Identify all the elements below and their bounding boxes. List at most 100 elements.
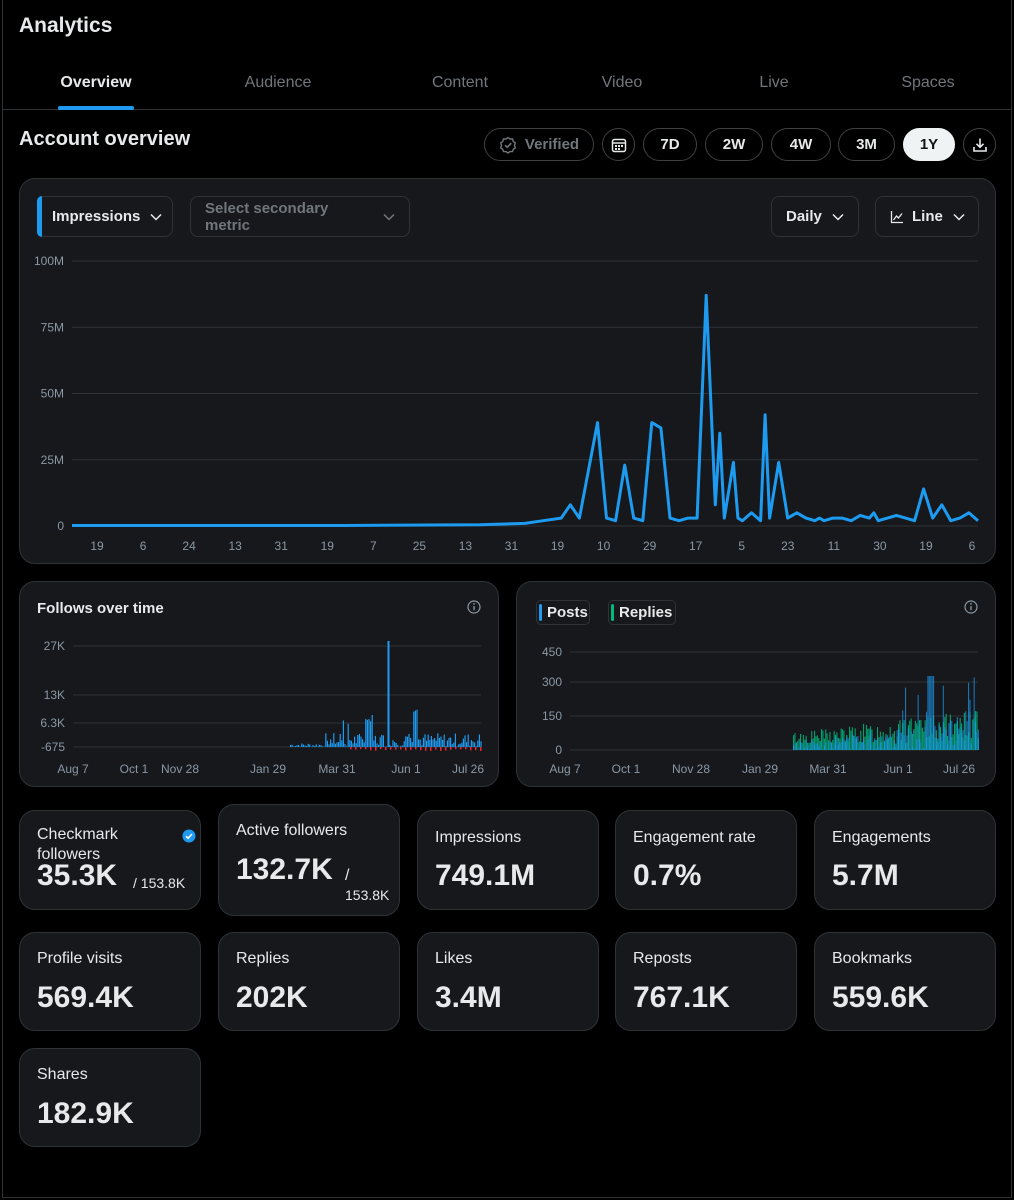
stat-card-likes[interactable]: Likes 3.4M <box>417 932 599 1031</box>
follows-bar <box>462 738 464 747</box>
posts-bar <box>830 742 832 750</box>
stat-label: Profile visits <box>37 950 123 967</box>
posts-bar <box>832 748 834 750</box>
replies-bar <box>920 720 922 750</box>
follows-bar <box>432 739 434 747</box>
follows-bar <box>381 734 383 747</box>
follows-bar <box>322 746 324 747</box>
follows-bar <box>328 744 330 747</box>
verified-badge-icon <box>182 829 196 843</box>
unfollows-bar <box>395 747 397 750</box>
x-tick-label: 19 <box>919 539 933 553</box>
stat-card-shares[interactable]: Shares 182.9K <box>19 1048 201 1147</box>
posts-bar <box>892 746 894 750</box>
follows-bar <box>480 741 482 747</box>
tab-bar: Overview Audience Content Video Live Spa… <box>2 56 1012 110</box>
tab-spaces[interactable]: Spaces <box>888 56 968 110</box>
replies-bar <box>825 729 827 750</box>
tab-video[interactable]: Video <box>588 56 656 110</box>
verified-filter-button[interactable]: Verified <box>484 128 594 161</box>
posts-bar <box>874 738 876 750</box>
replies-bar <box>849 726 851 750</box>
stat-card-active-followers[interactable]: Active followers 132.7K / 153.8K <box>218 804 400 916</box>
legend-posts[interactable]: Posts <box>536 600 590 625</box>
x-tick-label: 10 <box>597 539 611 553</box>
follows-bar <box>336 742 338 747</box>
x-tick-label: 19 <box>90 539 104 553</box>
follows-bar <box>363 742 365 747</box>
replies-bar <box>822 730 824 750</box>
posts-bar <box>835 736 837 750</box>
stat-value: 559.6K <box>832 981 929 1014</box>
replies-bar <box>972 719 974 750</box>
replies-bar <box>802 734 804 750</box>
posts-bar <box>825 742 827 750</box>
primary-metric-dropdown[interactable]: Impressions <box>37 196 173 237</box>
replies-bar <box>809 742 811 750</box>
calendar-icon <box>611 137 627 153</box>
unfollows-bar <box>430 747 432 751</box>
range-3m-button[interactable]: 3M <box>838 128 895 161</box>
stat-card-engagement-rate[interactable]: Engagement rate 0.7% <box>615 810 797 910</box>
follows-bar <box>352 743 354 747</box>
tab-label: Content <box>431 74 489 91</box>
legend-replies[interactable]: Replies <box>608 600 676 625</box>
stat-card-reposts[interactable]: Reposts 767.1K <box>615 932 797 1031</box>
posts-bar <box>951 720 953 750</box>
stat-card-checkmark-followers[interactable]: Checkmark followers 35.3K / 153.8K <box>19 810 201 910</box>
replies-bar <box>912 733 914 750</box>
tab-live[interactable]: Live <box>748 56 800 110</box>
follows-bar <box>330 739 332 747</box>
range-1y-button[interactable]: 1Y <box>903 128 955 161</box>
secondary-metric-dropdown[interactable]: Select secondary metric <box>190 196 410 237</box>
follows-bar <box>427 734 429 747</box>
download-button[interactable] <box>963 128 996 161</box>
posts-bar <box>969 699 971 750</box>
unfollows-bar <box>480 747 482 751</box>
range-2w-button[interactable]: 2W <box>705 128 763 161</box>
follows-bar <box>461 742 463 747</box>
replies-bar <box>875 740 877 750</box>
range-4w-button[interactable]: 4W <box>771 128 831 161</box>
replies-bar <box>828 740 830 750</box>
follows-bar <box>405 736 407 747</box>
chart-style-dropdown[interactable]: Line <box>875 196 979 237</box>
stat-card-engagements[interactable]: Engagements 5.7M <box>814 810 996 910</box>
metric-color-marker <box>37 196 42 237</box>
tab-content[interactable]: Content <box>416 56 504 110</box>
posts-bar <box>798 747 800 750</box>
follows-bar <box>424 734 426 747</box>
tab-overview[interactable]: Overview <box>58 56 134 110</box>
stat-label: Shares <box>37 1066 88 1083</box>
follows-bar <box>379 737 381 747</box>
info-icon[interactable] <box>964 600 978 619</box>
posts-bar <box>959 727 961 750</box>
follows-bar <box>392 740 394 747</box>
follows-bar <box>317 746 319 747</box>
follows-bar <box>365 718 367 747</box>
follows-bar <box>459 743 461 747</box>
replies-bar <box>793 735 795 750</box>
replies-bar <box>865 725 867 750</box>
stat-card-replies[interactable]: Replies 202K <box>218 932 400 1031</box>
tab-audience[interactable]: Audience <box>232 56 324 110</box>
calendar-button[interactable] <box>602 128 635 161</box>
granularity-dropdown[interactable]: Daily <box>771 196 859 237</box>
replies-bar <box>840 728 842 750</box>
follows-peak-bar <box>387 641 390 747</box>
follows-bar <box>390 746 392 747</box>
stat-card-impressions[interactable]: Impressions 749.1M <box>417 810 599 910</box>
stat-card-profile-visits[interactable]: Profile visits 569.4K <box>19 932 201 1031</box>
unfollows-bar <box>360 747 362 750</box>
posts-bar <box>905 687 907 750</box>
follows-bar <box>309 744 311 747</box>
info-icon[interactable] <box>467 600 481 619</box>
stat-card-bookmarks[interactable]: Bookmarks 559.6K <box>814 932 996 1031</box>
unfollows-bar <box>455 747 457 750</box>
range-7d-button[interactable]: 7D <box>643 128 697 161</box>
posts-bar <box>807 748 809 750</box>
posts-bar <box>949 720 951 750</box>
y-tick-label: 150 <box>542 709 562 723</box>
posts-bar <box>871 744 873 750</box>
